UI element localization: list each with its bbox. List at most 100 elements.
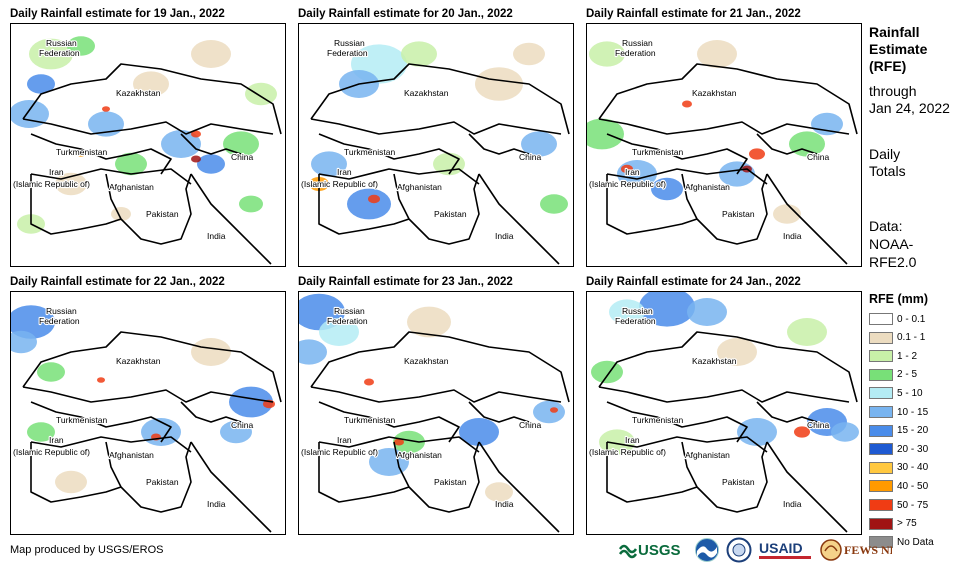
legend-item: 40 - 50: [869, 478, 928, 494]
legend-swatch: [869, 313, 893, 325]
country-label-iran-1: Iran: [625, 435, 640, 445]
rainfall-map-19jan: Russian Federation Kazakhstan Turkmenistan I…: [10, 23, 286, 267]
country-label-afghanistan: Afghanistan: [397, 182, 442, 192]
side-daily: Daily: [869, 146, 901, 162]
rainfall-area: [599, 429, 635, 455]
fews-net-logo: FEWS NET: [820, 539, 892, 561]
country-boundary: [30, 436, 192, 453]
rainfall-map-21jan: Russian Federation Kazakhstan Turkmenistan I…: [586, 23, 862, 267]
country-label-iran-1: Iran: [625, 167, 640, 177]
usda-seal-logo: [726, 537, 752, 563]
legend-item: 30 - 40: [869, 460, 928, 476]
country-boundary: [598, 331, 858, 403]
country-label-iran-2: (Islamic Republic of): [301, 179, 378, 189]
legend-item: 1 - 2: [869, 348, 917, 364]
country-boundary: [30, 174, 122, 235]
rainfall-area: [347, 188, 391, 220]
rainfall-area: [513, 42, 545, 66]
country-label-turkmenistan: Turkmenistan: [56, 147, 107, 157]
country-label-kazakhstan: Kazakhstan: [404, 88, 449, 98]
legend-swatch: [869, 406, 893, 418]
legend-item: 0 - 0.1: [869, 311, 925, 327]
rainfall-area: [77, 151, 85, 157]
rainfall-area: [393, 430, 425, 454]
rainfall-area: [115, 152, 147, 176]
country-boundary: [606, 442, 698, 503]
legend-item: No Data: [869, 534, 934, 550]
country-label-pakistan: Pakistan: [146, 209, 179, 219]
rainfall-area: [311, 151, 347, 177]
country-boundary: [180, 401, 242, 423]
legend-label: 5 - 10: [897, 387, 923, 399]
country-label-china: China: [231, 420, 253, 430]
rainfall-area: [299, 339, 327, 365]
country-boundary: [766, 441, 848, 533]
legend-label: 50 - 75: [897, 499, 929, 511]
country-label-russia-1: Russian: [46, 306, 77, 316]
rainfall-area: [737, 418, 777, 446]
legend-item: > 75: [869, 516, 917, 532]
rainfall-area: [191, 338, 231, 366]
map-credit: Map produced by USGS/EROS: [10, 544, 164, 556]
side-title: Rainfall Estimate (RFE): [869, 24, 928, 74]
country-boundary: [22, 118, 274, 135]
rainfall-area: [609, 299, 645, 325]
country-label-russia-2: Federation: [615, 48, 656, 58]
country-label-china: China: [807, 420, 829, 430]
rainfall-area: [11, 100, 49, 128]
country-label-india: India: [783, 499, 802, 509]
country-label-pakistan: Pakistan: [722, 209, 755, 219]
rainfall-area: [191, 155, 201, 163]
country-label-turkmenistan: Turkmenistan: [632, 415, 683, 425]
country-label-turkmenistan: Turkmenistan: [56, 415, 107, 425]
country-boundary: [22, 331, 282, 403]
country-label-iran-1: Iran: [49, 167, 64, 177]
country-boundary: [468, 133, 530, 155]
rainfall-area: [55, 470, 87, 494]
country-boundary: [190, 441, 272, 533]
rainfall-area: [220, 420, 252, 444]
country-boundary: [681, 173, 768, 245]
legend-item: 50 - 75: [869, 497, 928, 513]
rainfall-area: [133, 71, 169, 97]
rainfall-area: [587, 118, 624, 150]
country-label-russia-1: Russian: [622, 306, 653, 316]
rainfall-area: [831, 422, 859, 442]
legend-item: 20 - 30: [869, 441, 928, 457]
country-label-russia-1: Russian: [334, 38, 365, 48]
legend-swatch: [869, 443, 893, 456]
agency-logos: USGS USAID FEWS NET: [618, 536, 892, 564]
country-boundary: [478, 441, 560, 533]
rainfall-map-20jan: Russian Federation Kazakhstan Turkmenistan I…: [298, 23, 574, 267]
legend-label: 20 - 30: [897, 443, 929, 455]
rainfall-area: [749, 148, 765, 160]
rainfall-area: [401, 41, 437, 67]
country-boundary: [766, 173, 848, 265]
rainfall-area: [67, 36, 95, 56]
country-label-afghanistan: Afghanistan: [685, 182, 730, 192]
legend-item: 15 - 20: [869, 423, 928, 439]
country-label-afghanistan: Afghanistan: [109, 182, 154, 192]
country-boundary: [310, 118, 562, 135]
country-label-russia-1: Russian: [622, 38, 653, 48]
legend-label: No Data: [897, 536, 934, 548]
country-label-pakistan: Pakistan: [146, 477, 179, 487]
country-boundary: [478, 173, 560, 265]
rainfall-area: [161, 130, 201, 158]
country-boundary: [318, 174, 410, 235]
legend-label: 0 - 0.1: [897, 313, 926, 325]
rainfall-area: [485, 482, 513, 502]
country-label-russia-2: Federation: [327, 48, 368, 58]
legend-item: 10 - 15: [869, 404, 928, 420]
usgs-logo: USGS: [618, 542, 681, 559]
country-label-afghanistan: Afghanistan: [685, 450, 730, 460]
country-label-kazakhstan: Kazakhstan: [116, 356, 161, 366]
country-label-iran-2: (Islamic Republic of): [13, 447, 90, 457]
legend-swatch: [869, 536, 893, 549]
country-boundary: [30, 133, 172, 175]
legend-item: 0.1 - 1: [869, 330, 925, 346]
rainfall-area: [591, 360, 623, 384]
rainfall-area: [550, 407, 558, 413]
country-label-turkmenistan: Turkmenistan: [632, 147, 683, 157]
country-boundary: [756, 401, 818, 423]
